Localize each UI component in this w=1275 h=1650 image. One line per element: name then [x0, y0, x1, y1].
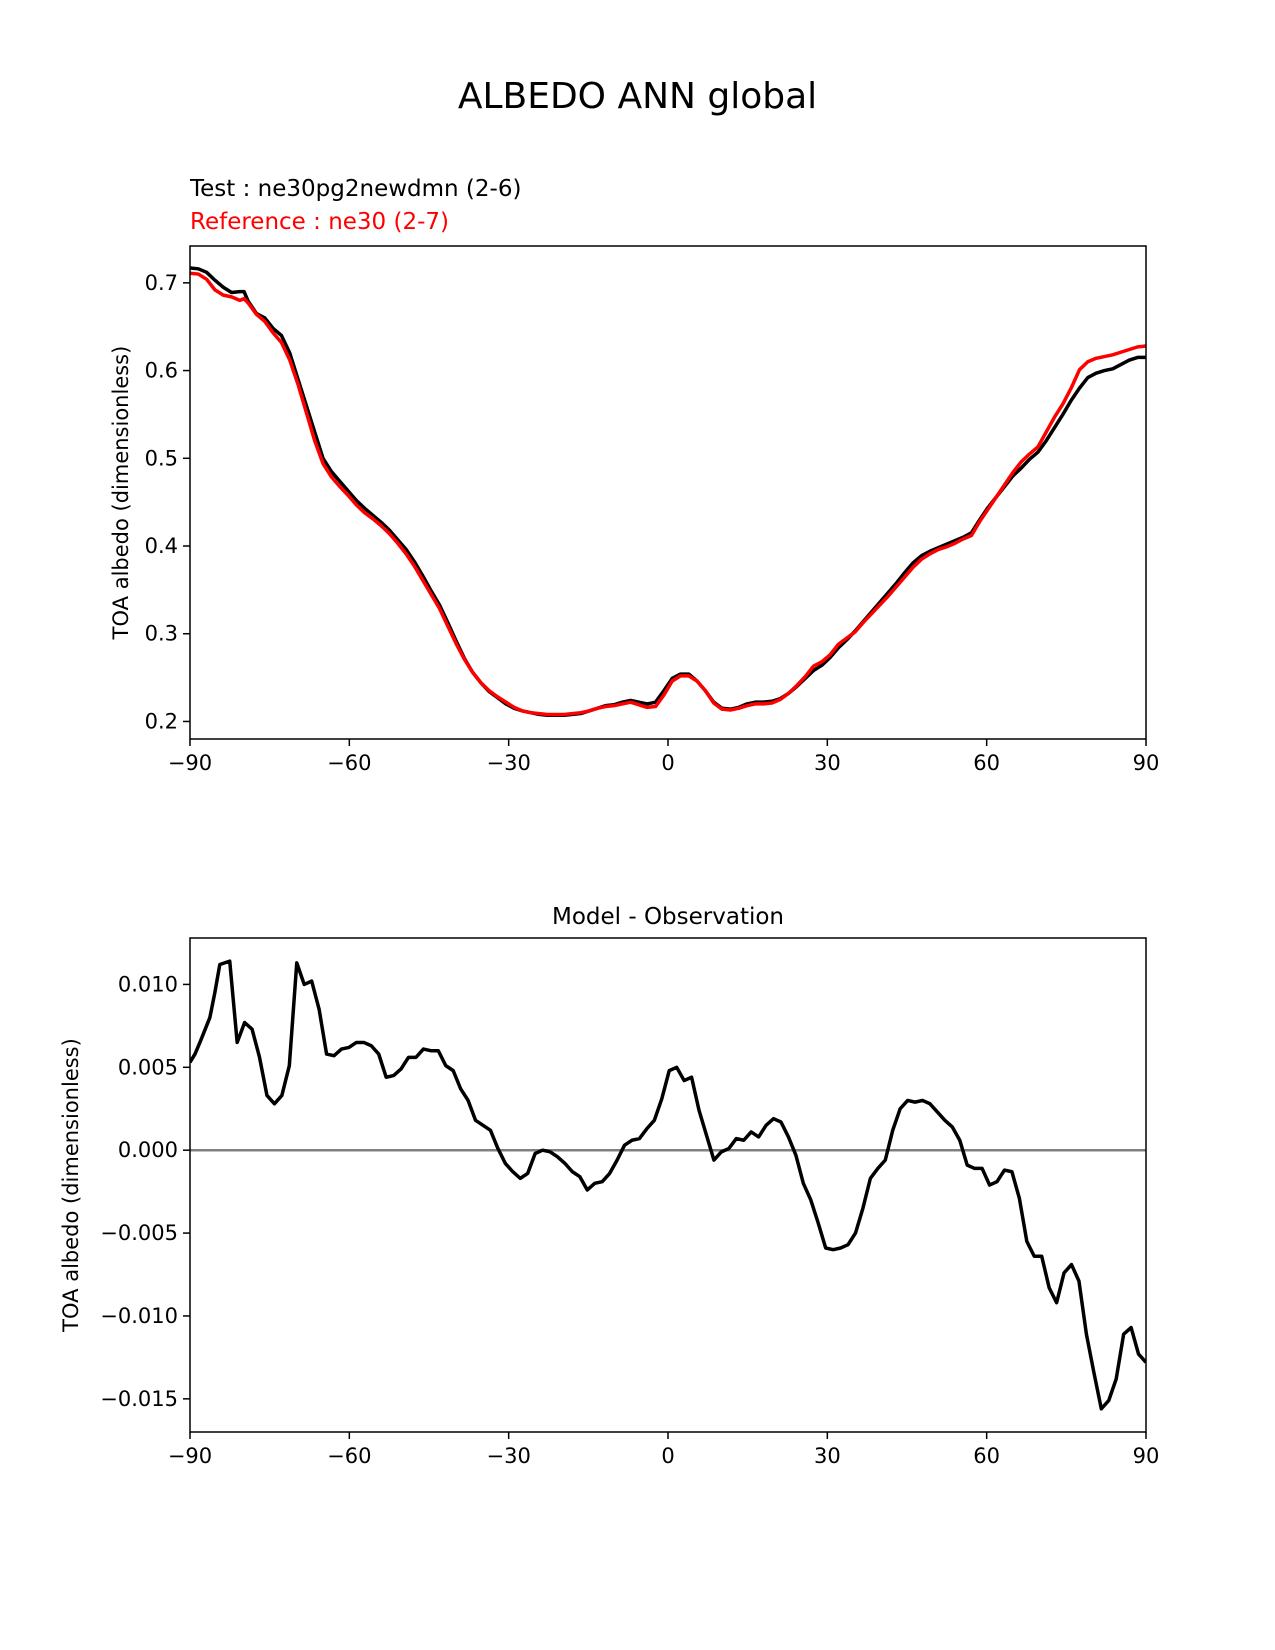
albedo-ytick-label: 0.4: [145, 534, 178, 558]
albedo-xtick-label: 30: [814, 751, 841, 775]
albedo-ytick-label: 0.6: [145, 359, 178, 383]
figure-title: ALBEDO ANN global: [458, 76, 817, 117]
albedo-xtick-label: 90: [1133, 751, 1160, 775]
albedo-xtick-label: −60: [327, 751, 371, 775]
difference-ytick-label: 0.000: [118, 1138, 178, 1162]
albedo-ytick-label: 0.2: [145, 709, 178, 733]
albedo-xtick-label: −30: [487, 751, 531, 775]
albedo-plot-area: −90 −60 −30 0 30 60 90 0.2 0.3 0.4 0.5 0.6 0.7: [145, 245, 1160, 775]
albedo-xtick-label: 0: [661, 751, 674, 775]
albedo-xtick-label: 60: [973, 751, 1000, 775]
albedo-ytick-label: 0.7: [145, 271, 178, 295]
albedo-panel-ylabel: TOA albedo (dimensionless): [109, 346, 133, 641]
difference-series-test-line: [190, 959, 1146, 1411]
difference-ytick-label: −0.005: [100, 1221, 178, 1245]
difference-ytick-label: 0.005: [118, 1055, 178, 1079]
difference-panel: Model - Observation TOA albedo (dimensio…: [59, 904, 1159, 1468]
test-label: Test : ne30pg2newdmn (2-6): [189, 176, 521, 202]
albedo-xtick-label: −90: [168, 751, 212, 775]
albedo-ytick-label: 0.3: [145, 622, 178, 646]
difference-xtick-label: 0: [661, 1444, 674, 1468]
albedo-panel: TOA albedo (dimensionless) −90 −60 −30 0 30 6…: [109, 245, 1160, 775]
difference-ytick-label: 0.010: [118, 972, 178, 996]
difference-xtick-label: 60: [973, 1444, 1000, 1468]
difference-ytick-label: −0.015: [100, 1387, 178, 1411]
difference-xtick-label: −60: [327, 1444, 371, 1468]
reference-label: Reference : ne30 (2-7): [190, 209, 449, 235]
albedo-ytick-label: 0.5: [145, 446, 178, 470]
difference-xtick-label: 30: [814, 1444, 841, 1468]
difference-xtick-label: −30: [487, 1444, 531, 1468]
difference-plot-area: −90 −60 −30 0 30 60 90 −0.015 −0.010 −0.005 0.000 0…: [100, 937, 1160, 1468]
difference-xtick-label: 90: [1133, 1444, 1160, 1468]
difference-ytick-label: −0.010: [100, 1304, 178, 1328]
difference-xtick-label: −90: [168, 1444, 212, 1468]
albedo-series-reference-line: [190, 271, 1146, 717]
difference-panel-ylabel: TOA albedo (dimensionless): [59, 1038, 83, 1333]
difference-panel-title: Model - Observation: [552, 904, 784, 930]
